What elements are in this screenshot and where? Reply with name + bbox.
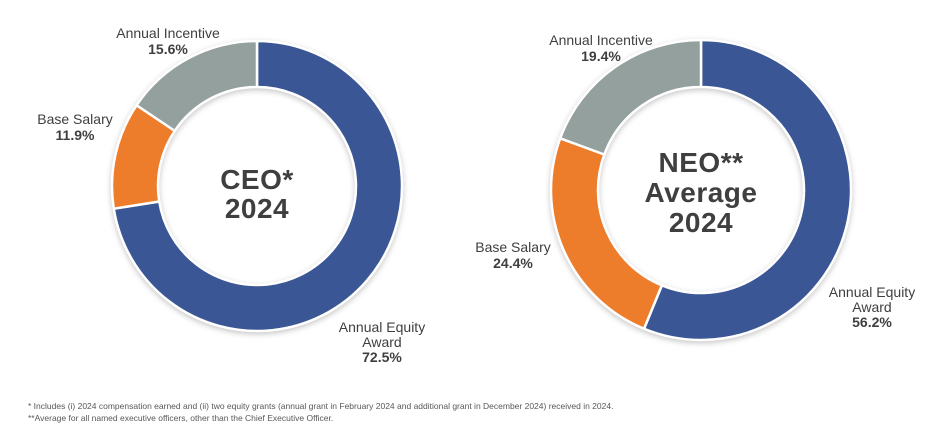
donut-slice-annual-incentive xyxy=(558,38,703,156)
chart-title-neo: NEO** Average 2024 xyxy=(601,148,801,238)
slice-label-name: Annual Equity Award xyxy=(338,319,426,350)
label-neo-annual-equity-award: Annual Equity Award 56.2% xyxy=(822,285,922,330)
slice-label-name: Annual Equity Award xyxy=(828,284,916,315)
footnote-line: * Includes (i) 2024 compensation earned … xyxy=(28,401,614,411)
donut-chart-ceo-2024 xyxy=(110,39,404,333)
footnotes: * Includes (i) 2024 compensation earned … xyxy=(28,401,613,424)
label-ceo-annual-incentive: Annual Incentive 15.6% xyxy=(93,25,243,57)
chart-title-line: NEO** xyxy=(658,147,744,178)
chart-title-line: 2024 xyxy=(224,193,290,224)
slice-label-pct: 15.6% xyxy=(148,41,188,57)
donut-slice-annual-equity-award xyxy=(112,39,404,333)
slice-label-name: Base Salary xyxy=(475,239,551,255)
slice-label-pct: 56.2% xyxy=(852,314,892,330)
chart-title-line: Average xyxy=(644,177,758,208)
chart-title-line: 2024 xyxy=(668,207,734,238)
donut-chart-neo-average-2024 xyxy=(549,38,853,342)
slice-label-pct: 11.9% xyxy=(55,127,95,143)
slice-label-pct: 72.5% xyxy=(362,349,402,365)
slice-label-pct: 24.4% xyxy=(493,255,533,271)
slice-label-name: Base Salary xyxy=(37,111,113,127)
label-neo-base-salary: Base Salary 24.4% xyxy=(453,239,573,271)
slice-label-name: Annual Incentive xyxy=(549,32,653,48)
slice-label-pct: 19.4% xyxy=(581,48,621,64)
label-ceo-base-salary: Base Salary 11.9% xyxy=(15,111,135,143)
donut-slice-annual-incentive xyxy=(135,39,259,133)
chart-title-ceo: CEO* 2024 xyxy=(157,165,357,223)
label-neo-annual-incentive: Annual Incentive 19.4% xyxy=(526,32,676,64)
chart-title-line: CEO* xyxy=(220,164,294,195)
footnote-line: **Average for all named executive office… xyxy=(28,412,334,423)
label-ceo-annual-equity-award: Annual Equity Award 72.5% xyxy=(332,320,432,365)
slice-label-name: Annual Incentive xyxy=(116,25,220,41)
donut-slice-annual-equity-award xyxy=(642,38,853,342)
